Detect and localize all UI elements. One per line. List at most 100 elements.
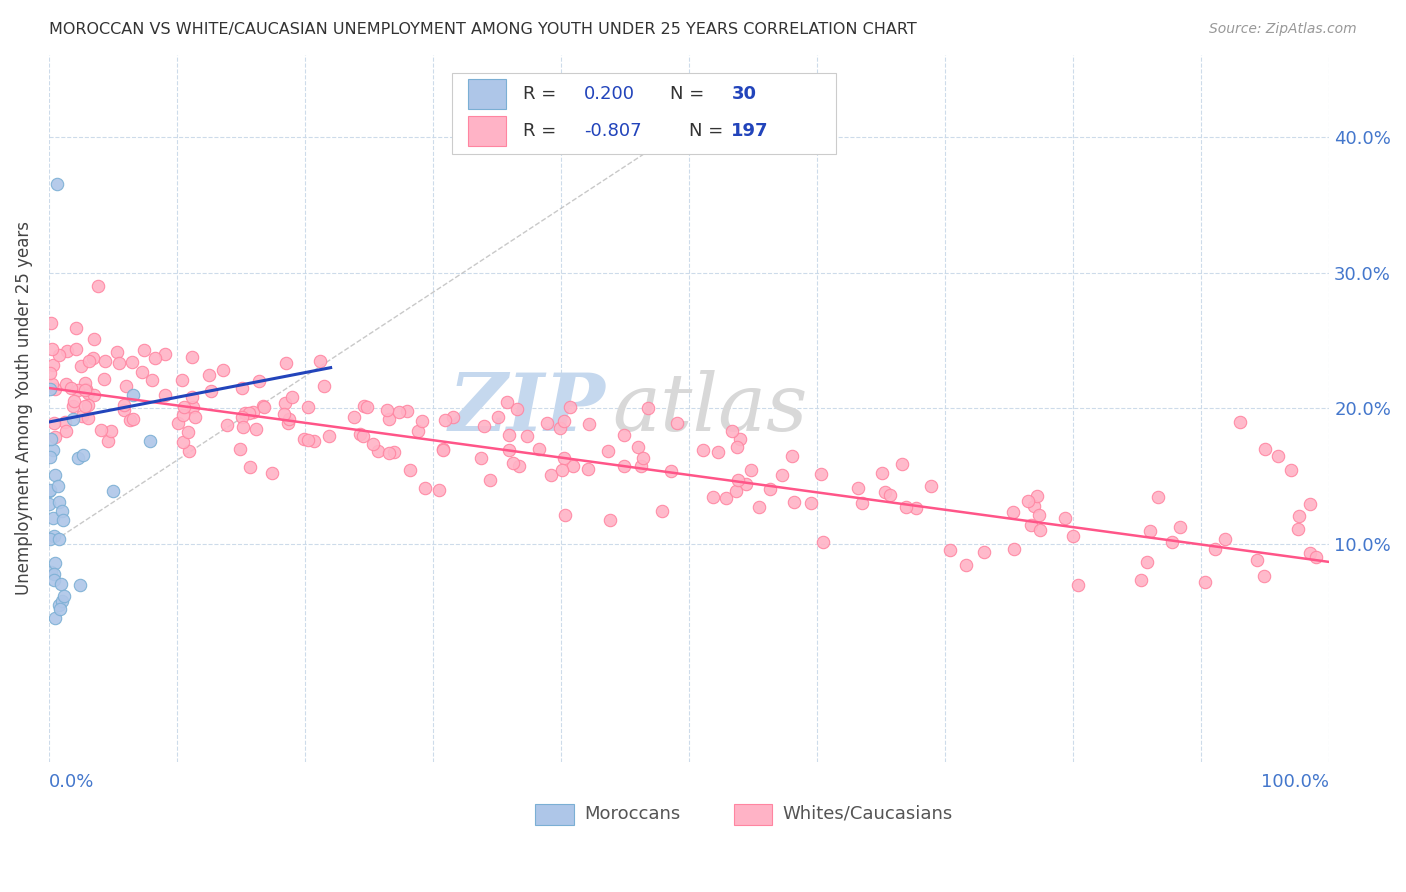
Point <box>181 351 204 365</box>
Point <box>395 404 418 418</box>
Point <box>45 178 67 192</box>
Point <box>44 382 66 396</box>
Point <box>308 354 330 368</box>
Point <box>69 578 91 592</box>
Point <box>55 377 77 392</box>
Point <box>297 401 319 415</box>
Point <box>470 450 492 465</box>
Point <box>1299 546 1322 560</box>
Point <box>172 435 194 450</box>
Point <box>973 545 995 559</box>
Point <box>576 462 599 476</box>
Point <box>51 594 73 608</box>
Point <box>1129 573 1152 587</box>
Point <box>41 376 63 391</box>
Point <box>536 416 558 430</box>
Point <box>692 443 714 458</box>
Point <box>1194 575 1216 590</box>
Point <box>735 477 758 491</box>
Point <box>42 442 65 457</box>
Point <box>873 485 896 500</box>
Point <box>1002 504 1025 518</box>
Point <box>273 407 295 421</box>
Text: 197: 197 <box>731 121 769 140</box>
Point <box>139 434 162 448</box>
Point <box>62 399 84 413</box>
Point <box>613 427 636 442</box>
Point <box>1299 497 1322 511</box>
Bar <box>536 804 574 825</box>
Point <box>800 496 823 510</box>
Point <box>53 589 76 603</box>
FancyBboxPatch shape <box>453 73 837 154</box>
Point <box>578 417 600 432</box>
Point <box>879 488 901 502</box>
Text: N =: N = <box>689 121 730 140</box>
Point <box>56 344 79 359</box>
Point <box>811 535 834 549</box>
Point <box>560 400 582 414</box>
Point <box>353 399 375 413</box>
Point <box>44 557 66 571</box>
Point <box>891 457 914 471</box>
Point <box>52 513 75 527</box>
Point <box>846 481 869 495</box>
Y-axis label: Unemployment Among Youth under 25 years: Unemployment Among Youth under 25 years <box>15 221 32 595</box>
Point <box>1002 541 1025 556</box>
Point <box>55 424 77 438</box>
Point <box>398 463 420 477</box>
Point <box>247 374 270 388</box>
Point <box>262 466 284 480</box>
Point <box>759 482 782 496</box>
Point <box>411 413 433 427</box>
Point <box>1026 489 1049 503</box>
Point <box>486 410 509 425</box>
Point <box>41 565 63 579</box>
Text: 30: 30 <box>731 85 756 103</box>
Point <box>112 398 135 412</box>
Point <box>39 533 62 547</box>
Point <box>725 440 748 454</box>
Point <box>153 388 176 402</box>
Point <box>939 542 962 557</box>
Point <box>427 483 450 497</box>
Point <box>75 400 97 414</box>
Point <box>179 444 201 458</box>
Point <box>274 395 297 409</box>
Point <box>172 408 194 422</box>
Bar <box>468 79 506 109</box>
Point <box>70 359 93 373</box>
Point <box>1229 415 1251 429</box>
Point <box>39 383 62 397</box>
Point <box>121 355 143 369</box>
Point <box>180 390 202 404</box>
Point <box>48 599 70 613</box>
Point <box>548 421 571 435</box>
Point <box>44 417 66 431</box>
Point <box>553 451 575 466</box>
Point <box>38 497 60 511</box>
Point <box>166 416 188 430</box>
Point <box>361 437 384 451</box>
Point <box>49 576 72 591</box>
Text: R =: R = <box>523 85 561 103</box>
Point <box>472 419 495 434</box>
Point <box>1139 524 1161 538</box>
Point <box>1213 533 1236 547</box>
Point <box>1253 568 1275 582</box>
Text: MOROCCAN VS WHITE/CAUCASIAN UNEMPLOYMENT AMONG YOUTH UNDER 25 YEARS CORRELATION : MOROCCAN VS WHITE/CAUCASIAN UNEMPLOYMENT… <box>49 22 917 37</box>
Point <box>637 401 659 415</box>
Point <box>441 410 464 425</box>
Point <box>1279 462 1302 476</box>
Point <box>228 442 250 457</box>
Point <box>197 368 219 382</box>
Point <box>498 443 520 458</box>
Point <box>51 504 73 518</box>
Point <box>851 496 873 510</box>
Point <box>810 467 832 481</box>
Point <box>413 481 436 495</box>
Point <box>155 347 177 361</box>
Point <box>352 429 374 443</box>
Point <box>181 400 204 414</box>
Point <box>70 409 93 423</box>
